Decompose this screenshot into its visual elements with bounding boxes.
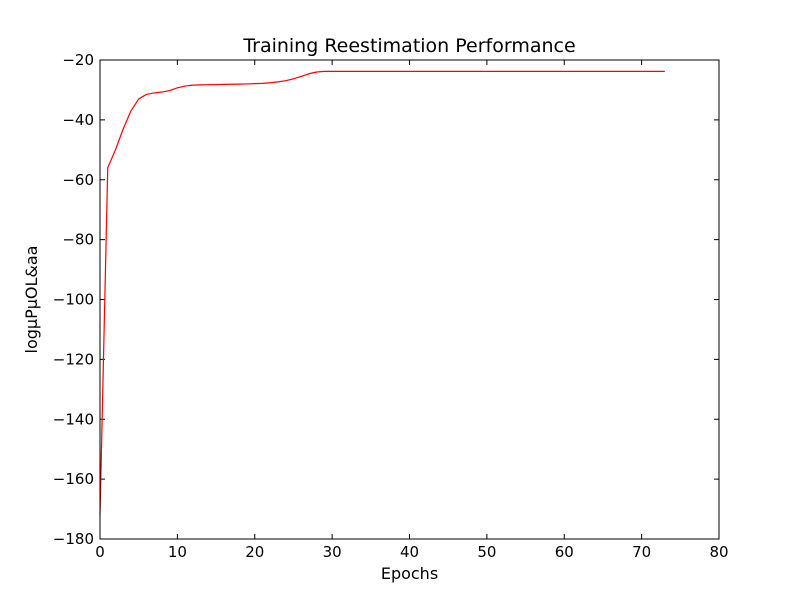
x-tick-label: 40: [400, 543, 419, 561]
y-tick-label: −180: [53, 530, 94, 548]
y-tick-label: −40: [62, 111, 94, 129]
y-tick-label: −80: [62, 231, 94, 249]
y-axis-label: logµPµOL&aa: [22, 246, 41, 354]
y-tick-label: −120: [53, 350, 94, 368]
x-tick-label: 0: [95, 543, 105, 561]
series-group: [99, 70, 665, 516]
y-tick-label: −60: [62, 171, 94, 189]
x-tick-label: 80: [709, 543, 728, 561]
plot-frame: [99, 59, 720, 540]
y-tick-label: −20: [62, 51, 94, 69]
chart-title: Training Reestimation Performance: [242, 35, 575, 57]
plot-area-background: [100, 60, 719, 539]
y-tick-label: −140: [53, 410, 94, 428]
x-tick-label: 70: [632, 543, 651, 561]
x-axis-label: Epochs: [381, 564, 438, 583]
x-tick-label: 60: [555, 543, 574, 561]
x-tick-label: 10: [168, 543, 187, 561]
x-tick-label: 30: [323, 543, 342, 561]
x-tick-label: 20: [245, 543, 264, 561]
ticks-group: 0 10 20 30 40 50 60 70 80 −180 −160 −140 −120 −100 −80…: [53, 51, 729, 561]
x-tick-label: 50: [477, 543, 496, 561]
y-tick-label: −100: [53, 291, 94, 309]
y-tick-label: −160: [53, 470, 94, 488]
series-line: [99, 70, 665, 516]
